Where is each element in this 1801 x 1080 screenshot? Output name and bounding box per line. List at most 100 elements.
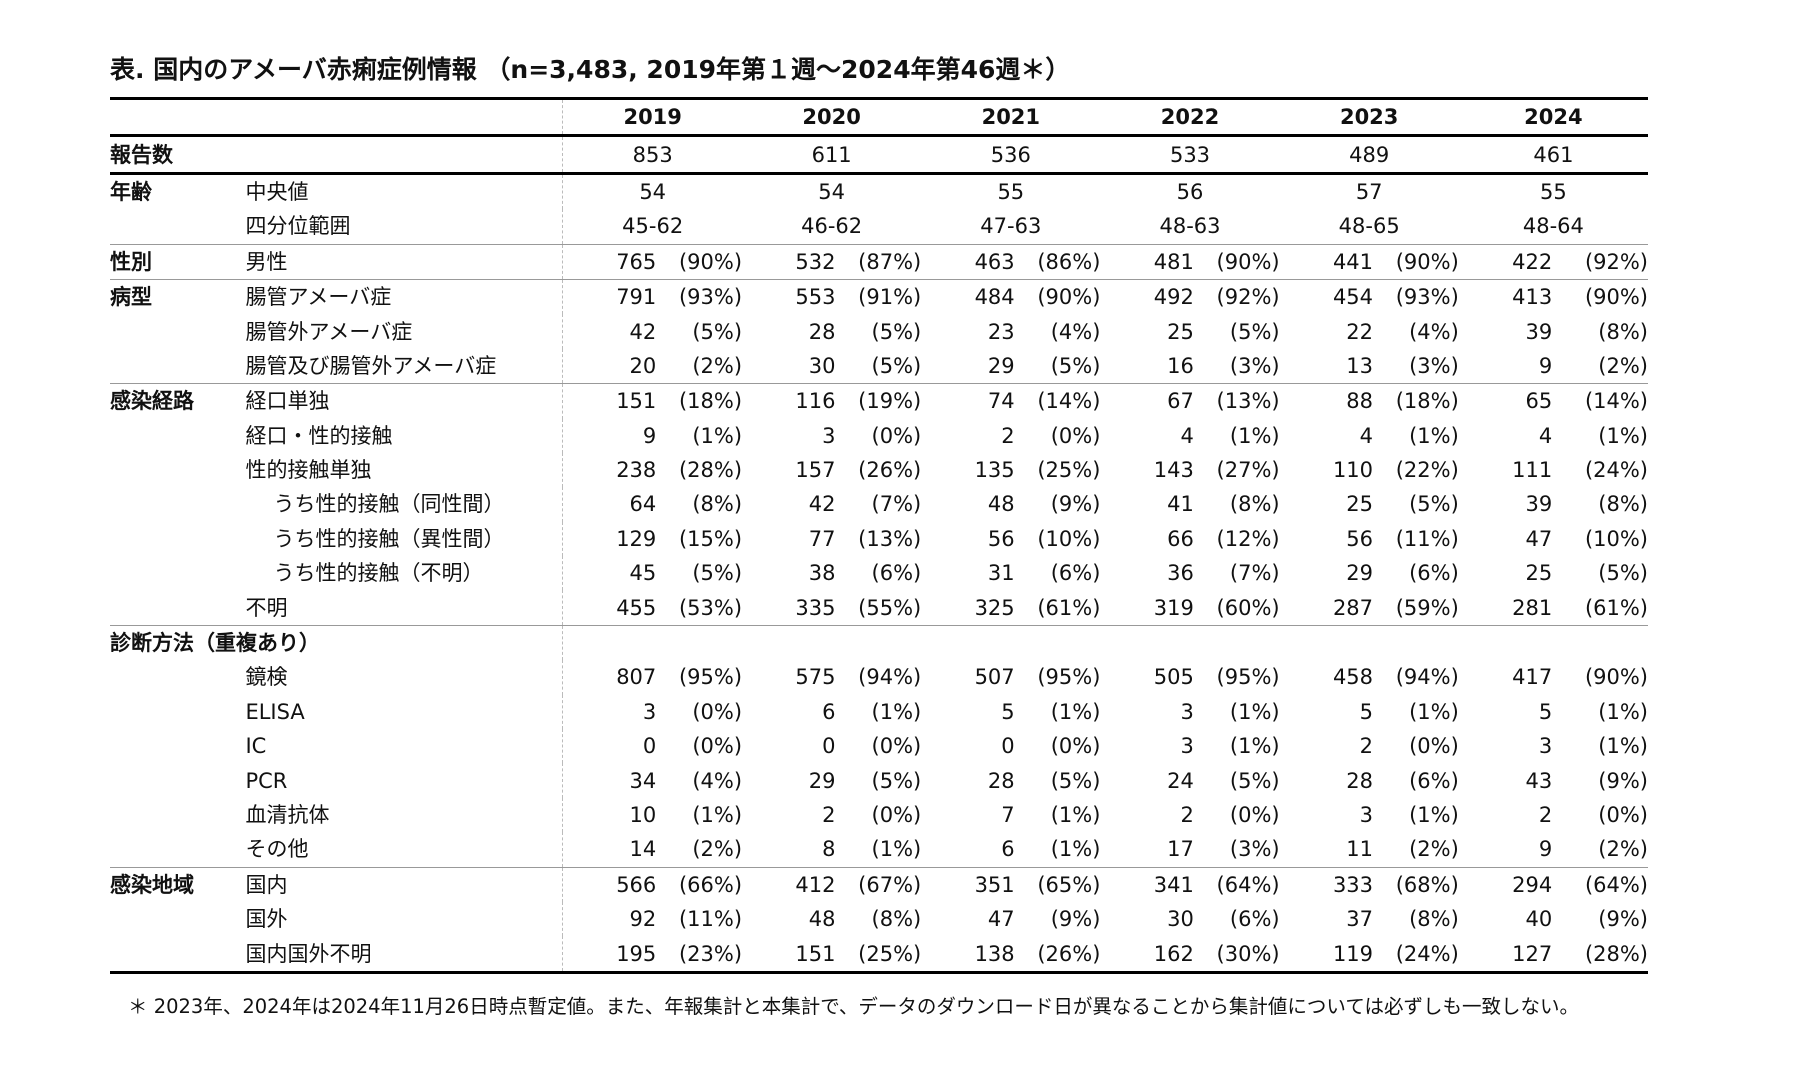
cell-count: 56 [1346, 526, 1374, 551]
cell-value: 489 [1349, 142, 1390, 167]
cell-percent: (0%) [1229, 803, 1280, 827]
cell-count: 807 [616, 665, 657, 690]
cell-count: 484 [974, 285, 1015, 310]
table-row: 感染経路 経口単独 151 (18%) 116 (19%) 74 (14%) 67 (13%) 88… [110, 383, 1648, 419]
category-label [110, 798, 245, 832]
cell-count: 9 [1538, 837, 1553, 862]
cell-count: 25 [1346, 492, 1374, 517]
row-label: 鏡検 [245, 660, 564, 695]
cell-count: 6 [822, 699, 836, 724]
cell-value: 57 [1355, 179, 1383, 204]
cell-count: 88 [1346, 389, 1374, 414]
cell-percent: (60%) [1216, 595, 1280, 620]
empty-cell [1194, 625, 1280, 660]
cell-percent: (23%) [678, 941, 743, 966]
cell-value: 54 [639, 179, 667, 204]
cell-count: 24 [1167, 768, 1194, 793]
cell-percent: (19%) [858, 389, 922, 414]
cell-count: 341 [1153, 872, 1194, 897]
row-label: 国内 [245, 867, 564, 902]
table-row: 経口・性的接触 9 (1%) 3 (0%) 2 (0%) 4 (1%) 4 (1%) 4 (1%) [110, 418, 1648, 453]
cell-percent: (95%) [678, 665, 743, 690]
cell-percent: (25%) [858, 941, 922, 966]
category-label: 感染地域 [110, 872, 194, 897]
header-row: 2019 2020 2021 2022 2023 2024 [110, 98, 1648, 136]
cell-count: 2 [1001, 423, 1015, 448]
cell-percent: (9%) [1598, 907, 1648, 932]
category-label [110, 209, 245, 244]
empty-cell [656, 625, 742, 660]
cell-count: 458 [1332, 665, 1374, 690]
cell-percent: (7%) [1229, 561, 1280, 586]
row-label: 経口単独 [245, 383, 564, 419]
table-row: うち性的接触（異性間） 129 (15%) 77 (13%) 56 (10%) 66 (12%)… [110, 521, 1648, 557]
cell-percent: (5%) [1598, 561, 1648, 586]
cell-percent: (3%) [1409, 353, 1459, 378]
cell-percent: (9%) [1598, 768, 1648, 793]
cell-percent: (90%) [1216, 249, 1280, 274]
cell-value: 48-63 [1159, 214, 1221, 239]
cell-count: 36 [1167, 561, 1194, 586]
cell-percent: (12%) [1216, 526, 1280, 551]
cell-percent: (5%) [871, 319, 922, 344]
table-row: 腸管外アメーバ症 42 (5%) 28 (5%) 23 (4%) 25 (5%) 22 (4%) 39… [110, 314, 1648, 349]
cell-value: 47-63 [980, 214, 1042, 239]
cell-count: 507 [974, 665, 1015, 690]
cell-percent: (0%) [1050, 423, 1101, 448]
empty-cell [921, 625, 1014, 660]
year-header: 2020 [802, 105, 861, 130]
row-label: 腸管アメーバ症 [245, 279, 564, 315]
cell-percent: (2%) [692, 837, 743, 862]
cell-percent: (55%) [858, 595, 922, 620]
cell-percent: (5%) [871, 768, 922, 793]
cell-count: 42 [808, 492, 836, 517]
row-label: 血清抗体 [245, 797, 564, 833]
cell-count: 30 [1167, 907, 1194, 932]
cell-percent: (6%) [1229, 907, 1280, 932]
table-row: ELISA 3 (0%) 6 (1%) 5 (1%) 3 (1%) 5 (1%) 5 (1%) [110, 694, 1648, 730]
cell-percent: (24%) [1395, 941, 1459, 966]
cell-percent: (1%) [1229, 699, 1280, 724]
cell-percent: (15%) [678, 526, 743, 551]
category-label [110, 556, 245, 590]
category-label: 感染経路 [110, 389, 194, 414]
row-label: 腸管外アメーバ症 [245, 314, 564, 349]
group-reports: 報告数 853 611 536 533 489 461 [110, 135, 1648, 174]
cell-count: 135 [974, 458, 1015, 483]
group-diagnosis: 診断方法（重複あり） 鏡検 807 (95%) 575 (94%) 507 (95%) 505(… [110, 625, 1648, 868]
cell-count: 294 [1512, 872, 1553, 897]
cell-count: 111 [1512, 458, 1553, 483]
table-row: 国内国外不明 195 (23%) 151 (25%) 138 (26%) 162 (30%) 11… [110, 936, 1648, 973]
empty-cell [1552, 625, 1648, 660]
empty-cell [835, 625, 921, 660]
cell-percent: (93%) [678, 285, 743, 310]
cell-count: 0 [1001, 734, 1015, 759]
category-label [110, 419, 245, 453]
cell-percent: (61%) [1584, 595, 1648, 620]
cell-count: 335 [795, 595, 836, 620]
group-route: 感染経路 経口単独 151 (18%) 116 (19%) 74 (14%) 67 (13%) 88… [110, 383, 1648, 626]
cell-percent: (1%) [1409, 423, 1459, 448]
category-label [110, 902, 245, 936]
cell-percent: (2%) [1598, 353, 1648, 378]
cell-percent: (8%) [1598, 319, 1648, 344]
row-label: 国内国外不明 [245, 936, 564, 973]
cell-count: 195 [616, 941, 657, 966]
cell-value: 46-62 [801, 214, 863, 239]
cell-percent: (5%) [1050, 353, 1101, 378]
cell-percent: (65%) [1037, 872, 1101, 897]
row-label: IC [245, 729, 564, 764]
cell-count: 492 [1153, 285, 1194, 310]
cell-percent: (64%) [1584, 872, 1648, 897]
cell-count: 39 [1525, 492, 1553, 517]
cell-count: 5 [1001, 699, 1015, 724]
cell-percent: (90%) [1037, 285, 1101, 310]
cell-percent: (5%) [692, 561, 743, 586]
cell-percent: (1%) [1050, 699, 1101, 724]
cell-count: 64 [629, 492, 657, 517]
cell-count: 3 [1180, 734, 1194, 759]
cell-percent: (0%) [1409, 734, 1459, 759]
cell-percent: (2%) [692, 353, 743, 378]
cell-percent: (28%) [678, 458, 743, 483]
cell-count: 40 [1525, 907, 1553, 932]
